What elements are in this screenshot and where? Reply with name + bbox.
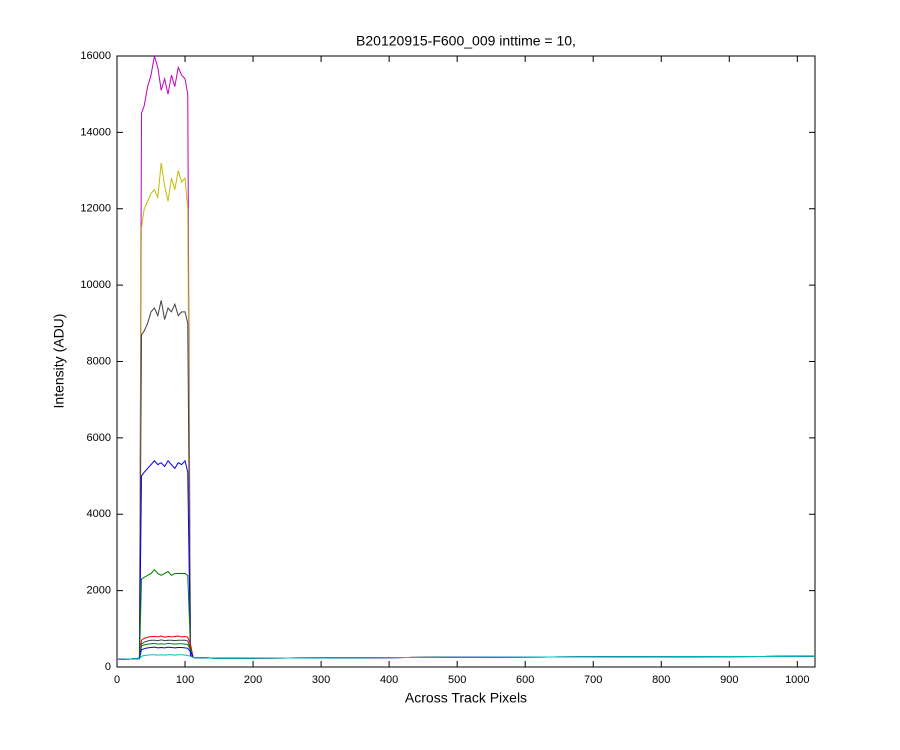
y-tick-label: 12000 [80,203,111,215]
x-tick-label: 700 [584,674,602,686]
y-tick-label: 2000 [87,585,111,597]
plot-area [116,55,816,668]
y-axis-label: Intensity (ADU) [51,314,67,409]
y-tick-label: 6000 [87,432,111,444]
x-tick-label: 0 [114,674,120,686]
x-tick-label: 100 [176,674,194,686]
y-tick-label: 4000 [87,508,111,520]
x-tick-label: 900 [720,674,738,686]
x-tick-label: 500 [448,674,466,686]
y-tick-label: 16000 [80,50,111,62]
x-tick-label: 400 [380,674,398,686]
chart-title: B20120915-F600_009 inttime = 10, [356,33,576,49]
y-tick-label: 0 [105,661,111,673]
y-tick-label: 10000 [80,279,111,291]
x-tick-label: 800 [652,674,670,686]
series-line [116,654,814,660]
x-axis-label: Across Track Pixels [405,690,527,706]
y-tick-label: 8000 [87,355,111,367]
x-tick-label: 200 [244,674,262,686]
x-tick-label: 600 [516,674,534,686]
x-tick-label: 300 [312,674,330,686]
y-tick-label: 14000 [80,126,111,138]
x-tick-label: 1000 [785,674,809,686]
